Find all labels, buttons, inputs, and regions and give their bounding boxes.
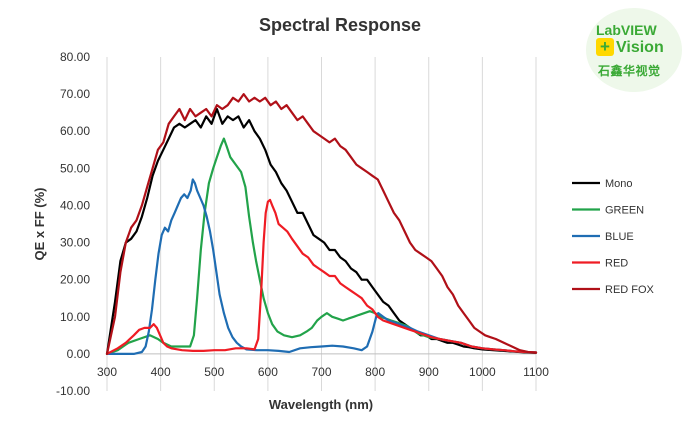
logo-chinese-text: 石鑫华视觉 xyxy=(598,64,661,78)
x-tick-label: 900 xyxy=(419,365,439,379)
y-tick-label: 30.00 xyxy=(60,236,90,250)
x-axis-label: Wavelength (nm) xyxy=(269,397,373,412)
x-tick-label: 800 xyxy=(365,365,385,379)
y-tick-label: 80.00 xyxy=(60,50,90,64)
legend-label: Mono xyxy=(605,178,633,190)
chart-title: Spectral Response xyxy=(259,15,421,35)
data-series xyxy=(105,93,538,355)
labview-vision-logo: LabVIEW + Vision 石鑫华视觉 xyxy=(586,8,682,92)
series-line-red-fox xyxy=(105,93,538,355)
x-tick-label: 400 xyxy=(151,365,171,379)
y-tick-label: -10.00 xyxy=(56,384,90,398)
legend: Mono GREEN BLUE RED RED FOX xyxy=(572,178,655,296)
legend-label: BLUE xyxy=(605,231,634,243)
logo-plus-icon: + xyxy=(596,38,614,56)
legend-label: GREEN xyxy=(605,205,644,217)
y-tick-label: 50.00 xyxy=(60,161,90,175)
y-tick-label: 10.00 xyxy=(60,310,90,324)
x-tick-label: 500 xyxy=(204,365,224,379)
logo-labview-text: LabVIEW xyxy=(596,22,657,38)
y-axis-label: QE x FF (%) xyxy=(32,188,47,261)
series-line-red xyxy=(105,198,538,355)
legend-label: RED xyxy=(605,258,628,270)
x-tick-label: 600 xyxy=(258,365,278,379)
logo-vision-text: Vision xyxy=(616,39,664,56)
y-tick-label: 20.00 xyxy=(60,273,90,287)
x-tick-label: 1000 xyxy=(469,365,496,379)
y-tick-label: 60.00 xyxy=(60,124,90,138)
tick-labels: 300 400 500 600 700 800 900 1000 1100 80.00 70.00 6… xyxy=(56,50,549,398)
legend-label: RED FOX xyxy=(605,284,655,296)
x-tick-label: 300 xyxy=(97,365,117,379)
y-tick-label: 70.00 xyxy=(60,87,90,101)
x-tick-label: 1100 xyxy=(523,365,549,379)
y-tick-label: 40.00 xyxy=(60,198,90,212)
x-tick-label: 700 xyxy=(311,365,331,379)
y-tick-label: 0.00 xyxy=(67,347,91,361)
